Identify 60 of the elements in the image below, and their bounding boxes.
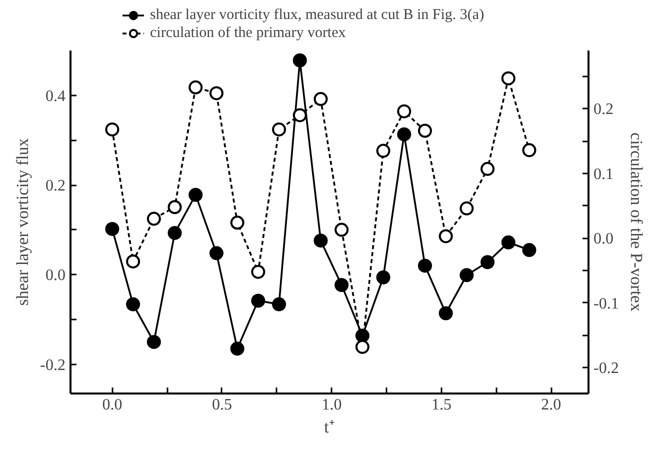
y-tick-label: 0.4 [46,88,66,105]
y2-tick-label: 0.2 [594,101,614,118]
point [292,53,307,68]
point [438,306,453,320]
y-tick-label: -0.2 [40,356,66,374]
y-tick-label: 0.0 [46,267,66,284]
point [105,122,120,136]
y-axis-title: shear layer vorticity flux [13,138,32,306]
point [146,212,161,226]
point [522,143,536,158]
point [146,334,161,349]
point [272,122,286,136]
x-tick-label: 1.5 [431,396,452,414]
point [209,86,224,100]
point [438,229,453,244]
point [105,222,120,236]
point [230,216,244,230]
point [418,258,432,273]
y-tick-label: 0.2 [46,178,66,195]
point [376,270,390,284]
point [480,162,495,176]
point [376,144,390,158]
legend-label: circulation of the primary vortex [150,24,346,42]
point [168,200,182,214]
point [397,127,412,142]
legend-label: shear layer vorticity flux, measured at cut B in Fig. 3(a) [150,6,484,24]
y2-tick-label: 0.0 [594,230,614,248]
point [334,278,349,292]
point [397,104,412,118]
point [334,222,349,237]
point [188,80,203,94]
x-tick-label: 0.5 [212,396,232,414]
point [209,246,224,260]
point [418,124,432,138]
x-tick-label: 0.0 [102,396,122,414]
y2-tick-label: 0.1 [594,166,614,183]
point [480,255,495,270]
x-tick-label: 1.0 [322,396,342,414]
point [522,243,536,258]
y2-tick-label: -0.1 [594,295,619,312]
point [251,294,266,308]
point [501,235,516,250]
y2-axis-title: circulation of the P-vortex [626,132,646,312]
point [355,340,370,354]
point [251,264,266,279]
point [126,254,140,268]
point [460,201,474,216]
point [501,71,516,86]
point [230,342,244,356]
point [314,234,328,248]
x-tick-label: 2.0 [541,396,562,414]
point [126,297,140,312]
point [292,108,307,122]
point [314,92,328,106]
point [272,297,286,312]
x-axis-title: t⁺ [324,418,335,436]
point [460,268,474,282]
y2-tick-label: -0.2 [594,360,619,378]
point [188,188,203,202]
point [168,226,182,240]
